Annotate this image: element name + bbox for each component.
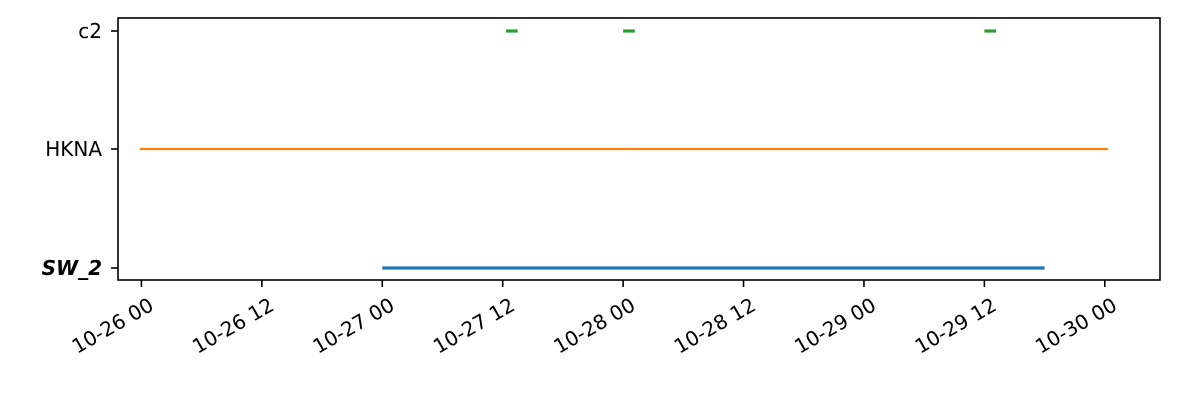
y-tick-label: SW_2 [42, 256, 102, 280]
x-tick-label: 10-27 12 [429, 293, 519, 359]
y-tick-label: HKNA [45, 137, 102, 161]
x-axis: 10-26 00 10-26 12 10-27 00 10-27 12 10-28 00… [68, 280, 1121, 358]
x-tick-label: 10-26 00 [68, 293, 158, 359]
y-axis: SW_2 HKNA c2 [42, 19, 118, 280]
y-tick-label: c2 [78, 19, 102, 43]
x-tick-label: 10-27 00 [308, 293, 398, 359]
x-tick-label: 10-29 12 [911, 293, 1001, 359]
chart-marks [139, 29, 1109, 270]
x-tick-label: 10-28 00 [549, 293, 639, 359]
x-tick-label: 10-30 00 [1031, 293, 1121, 359]
x-tick-label: 10-29 00 [790, 293, 880, 359]
x-tick-label: 10-26 12 [188, 293, 278, 359]
x-tick-label: 10-28 12 [670, 293, 760, 359]
